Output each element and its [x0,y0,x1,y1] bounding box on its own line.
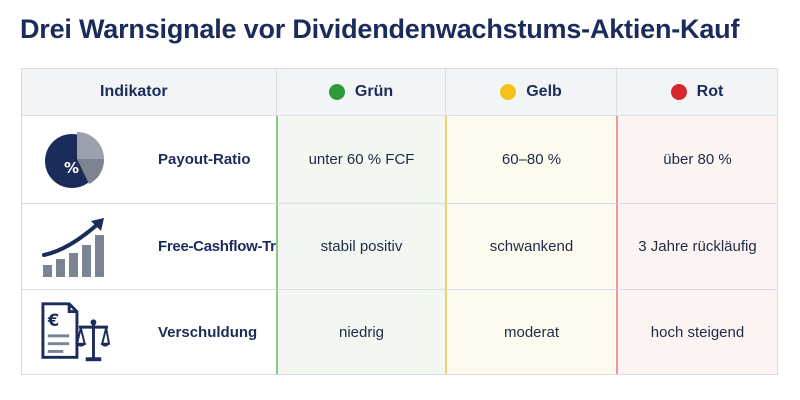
indicator-cell: Free-Cashflow-Trend [22,204,302,290]
euro-document-scales-icon: € [40,299,110,365]
yellow-cell: schwankend [445,204,616,290]
header-yellow: Gelb [445,69,616,116]
svg-text:%: % [64,159,79,177]
indicator-label: Payout-Ratio [158,151,251,168]
indicator-cell: % Payout-Ratio [22,116,276,204]
yellow-dot-icon [500,84,517,100]
header-red-label: Rot [696,83,724,100]
yellow-cell: moderat [445,290,616,374]
indicator-label: Verschuldung [158,323,258,341]
header-yellow-label: Gelb [526,83,562,100]
header-green-label: Grün [354,83,394,100]
red-cell: über 80 % [616,116,777,204]
indicator-label: Free-Cashflow-Trend [158,238,302,255]
svg-text:€: € [47,311,60,330]
green-dot-icon [328,84,345,100]
green-cell: unter 60 % FCF [276,116,445,204]
yellow-cell: 60–80 % [445,116,616,204]
green-cell: niedrig [276,290,445,374]
red-cell: hoch steigend [616,290,777,374]
red-cell: 3 Jahre rückläufig [616,204,777,290]
indicator-cell: € Verschuldung [22,290,276,374]
warning-signals-table: Indikator Grün Gelb Rot % Payout-Ra [21,68,778,375]
rising-bars-arrow-icon [40,214,110,280]
red-dot-icon [670,84,687,100]
header-red: Rot [616,69,777,116]
page-title: Drei Warnsignale vor Dividendenwachstums… [20,14,740,44]
header-green: Grün [276,69,445,116]
green-cell: stabil positiv [276,204,445,290]
pie-chart-percent-icon: % [40,127,110,193]
header-indicator: Indikator [22,69,276,116]
